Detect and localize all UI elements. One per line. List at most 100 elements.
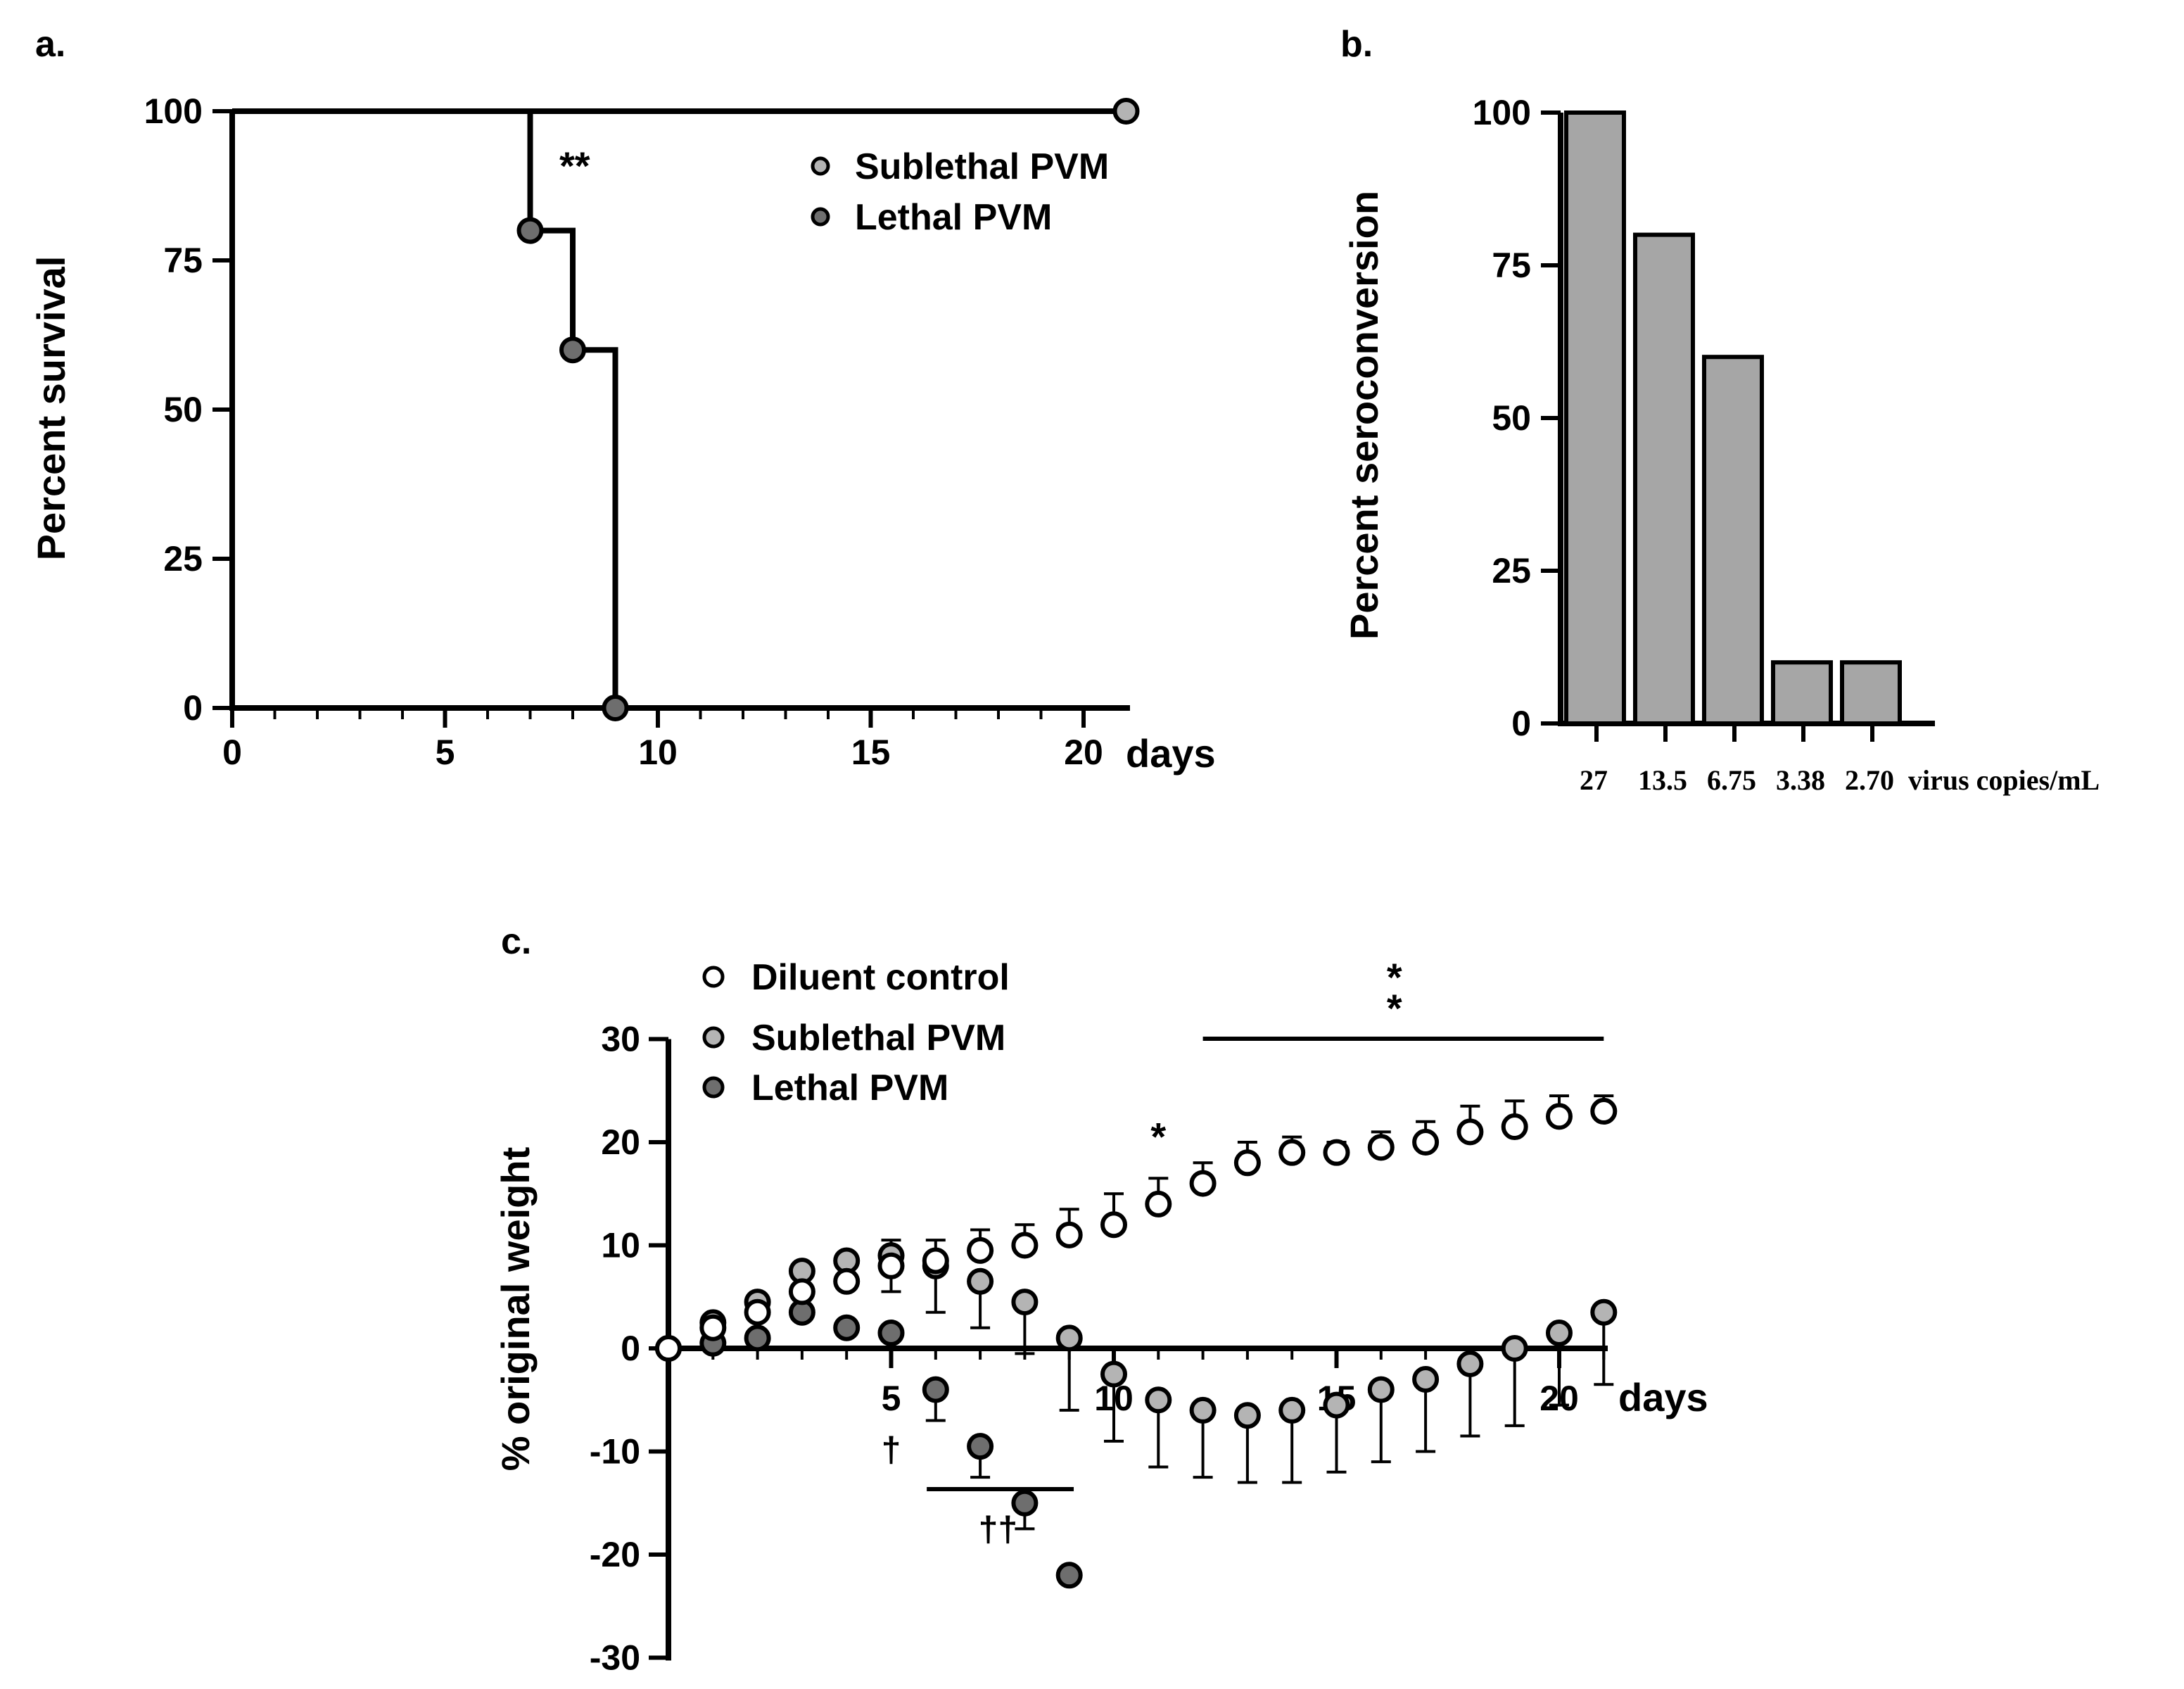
- panel-c-legend-lethal-marker: [702, 1076, 725, 1099]
- panel-b-bar: [1702, 355, 1764, 726]
- panel-c-double-star-bottom: *: [1387, 986, 1402, 1030]
- panel-c-point-diluent: [833, 1267, 861, 1295]
- panel-c-weight-chart: c. % original weight days Diluent contro…: [493, 921, 1708, 1678]
- panel-c-point-sublethal: [1100, 1360, 1127, 1388]
- panel-c-point-diluent: [744, 1298, 771, 1326]
- panel-a-legend-lethal-marker: [811, 207, 830, 227]
- panel-c-y-axis-label: % original weight: [493, 1147, 538, 1471]
- panel-c-legend-lethal-label: Lethal PVM: [751, 1068, 948, 1108]
- panel-a-label: a.: [35, 24, 65, 65]
- panel-a-x-tick-label: 10: [638, 733, 678, 772]
- panel-c-point-diluent: [1278, 1139, 1306, 1166]
- panel-c-point-sublethal: [1011, 1289, 1039, 1316]
- panel-a-legend-lethal-label: Lethal PVM: [855, 197, 1052, 238]
- panel-c-point-diluent: [1546, 1103, 1573, 1130]
- panel-a-x-axis-label: days: [1126, 731, 1216, 776]
- panel-c-legend-diluent-label: Diluent control: [751, 957, 1010, 998]
- panel-c-point-diluent: [1011, 1232, 1039, 1259]
- panel-a-legend-sublethal-label: Sublethal PVM: [855, 146, 1109, 187]
- panel-c-y-tick-label: 0: [621, 1329, 640, 1368]
- panel-a-y-tick-label: 100: [144, 91, 203, 131]
- panel-c-dagger: †: [882, 1430, 901, 1469]
- panel-b-x-tick-label: 13.5: [1638, 764, 1687, 796]
- panel-a-point-lethal: [559, 336, 586, 364]
- panel-c-point-diluent: [1233, 1149, 1261, 1177]
- panel-c-point-sublethal: [1501, 1335, 1528, 1362]
- panel-b-bar: [1564, 110, 1626, 726]
- panel-c-y-tick-label: 30: [601, 1020, 640, 1059]
- panel-a-y-axis-label: Percent survival: [29, 256, 73, 561]
- panel-c-y-tick-label: 10: [601, 1226, 640, 1265]
- panel-a-point-lethal: [602, 695, 629, 721]
- panel-c-y-tick-label: 20: [601, 1122, 640, 1162]
- panel-c-point-sublethal: [1055, 1324, 1083, 1352]
- panel-b-seroconversion-chart: b. Percent seroconversion virus copies/m…: [1340, 24, 2100, 796]
- panel-a-x-tick-label: 0: [222, 733, 242, 772]
- panel-c-point-sublethal: [1189, 1396, 1217, 1424]
- panel-c-point-diluent: [655, 1335, 682, 1362]
- panel-a-x-tick-label: 5: [436, 733, 455, 772]
- panel-b-x-axis-label: virus copies/mL: [1908, 764, 2100, 796]
- panel-b-bar: [1633, 232, 1695, 726]
- panel-b-y-tick-label: 25: [1492, 551, 1531, 590]
- panel-b-bar: [1771, 660, 1833, 726]
- panel-c-point-diluent: [1100, 1211, 1127, 1239]
- panel-a-x-tick-label: 20: [1064, 733, 1103, 772]
- panel-c-point-sublethal: [1233, 1402, 1261, 1429]
- panel-c-point-diluent: [967, 1236, 994, 1264]
- panel-c-point-diluent: [1367, 1134, 1395, 1161]
- panel-c-legend-diluent-marker: [702, 966, 725, 988]
- panel-c-point-diluent: [877, 1252, 905, 1279]
- panel-b-label: b.: [1340, 24, 1373, 65]
- panel-c-point-sublethal: [1456, 1350, 1484, 1377]
- panel-b-y-tick-label: 50: [1492, 398, 1531, 438]
- panel-a-y-tick-label: 50: [163, 390, 203, 429]
- panel-c-y-tick-label: -10: [590, 1432, 640, 1472]
- panel-c-point-diluent: [1590, 1098, 1618, 1125]
- panel-b-x-tick-label: 3.38: [1776, 764, 1825, 796]
- panel-c-y-tick-label: -30: [590, 1638, 640, 1678]
- panel-b-x-tick-label: 27: [1580, 764, 1608, 796]
- panel-a-series-line-lethal: [232, 108, 1126, 711]
- panel-b-x-tick-label: 6.75: [1707, 764, 1756, 796]
- panel-c-point-lethal: [1011, 1489, 1039, 1517]
- panel-c-y-tick-label: -20: [590, 1535, 640, 1574]
- panel-c-double-dagger: ††: [979, 1510, 1018, 1549]
- panel-c-point-sublethal: [1278, 1396, 1306, 1424]
- panel-b-y-tick-label: 75: [1492, 246, 1531, 285]
- panel-c-point-sublethal: [1412, 1365, 1440, 1393]
- panel-a-point-sublethal: [1112, 98, 1140, 125]
- panel-c-point-lethal: [877, 1320, 905, 1347]
- panel-b-y-tick-label: 0: [1511, 704, 1531, 743]
- panel-c-point-lethal: [1055, 1562, 1083, 1589]
- panel-a-y-tick-label: 75: [163, 241, 203, 280]
- panel-c-point-sublethal: [1323, 1391, 1350, 1419]
- panel-c-point-sublethal: [967, 1267, 994, 1295]
- panel-c-point-sublethal: [1546, 1320, 1573, 1347]
- panel-b-y-tick-label: 100: [1473, 93, 1531, 132]
- panel-c-point-lethal: [967, 1433, 994, 1460]
- panel-c-point-diluent: [1145, 1190, 1172, 1217]
- panel-c-point-diluent: [1412, 1129, 1440, 1156]
- panel-a-y-tick-label: 25: [163, 539, 203, 578]
- panel-a-point-lethal: [516, 217, 544, 244]
- panel-c-single-star: *: [1150, 1115, 1166, 1159]
- panel-c-double-star-top: *: [1387, 955, 1402, 999]
- panel-c-label: c.: [501, 921, 531, 962]
- panel-c-x-tick-label: 5: [882, 1379, 901, 1418]
- panel-b-x-tick-label: 2.70: [1845, 764, 1894, 796]
- panel-c-point-diluent: [922, 1247, 949, 1274]
- panel-a-y-tick-label: 0: [183, 688, 203, 728]
- panel-a-survival-chart: a. Percent survival days ** Sublethal PV…: [29, 24, 1216, 776]
- panel-c-legend-sublethal-marker: [702, 1026, 725, 1049]
- panel-c-point-diluent: [1456, 1118, 1484, 1146]
- panel-c-point-diluent: [788, 1278, 815, 1305]
- panel-c-point-diluent: [1055, 1221, 1083, 1248]
- panel-c-point-diluent: [1501, 1113, 1528, 1141]
- panel-c-point-lethal: [922, 1376, 949, 1403]
- panel-c-point-lethal: [744, 1324, 771, 1352]
- panel-b-y-axis-label: Percent seroconversion: [1342, 191, 1386, 640]
- panel-c-point-lethal: [833, 1314, 861, 1341]
- panel-c-legend-sublethal-label: Sublethal PVM: [751, 1018, 1005, 1058]
